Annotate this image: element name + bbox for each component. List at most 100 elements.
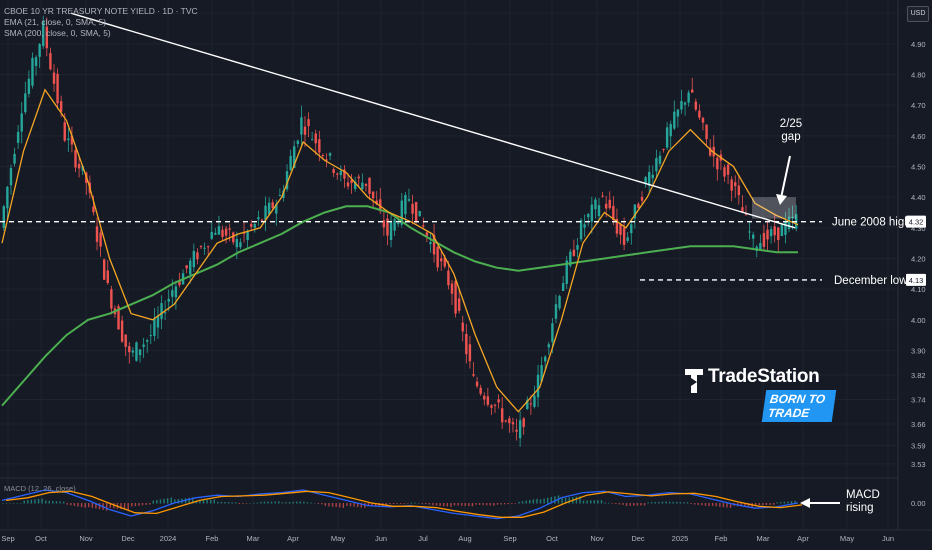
candle-body bbox=[784, 221, 787, 235]
candle-body bbox=[339, 170, 343, 176]
y-tick-label: 3.59 bbox=[911, 441, 926, 450]
macd-bar bbox=[2, 503, 4, 504]
macd-bar bbox=[91, 503, 94, 508]
macd-bar bbox=[636, 503, 639, 506]
candle-body bbox=[293, 146, 296, 169]
macd-bar bbox=[34, 499, 36, 504]
macd-bar bbox=[317, 503, 319, 504]
macd-bar bbox=[769, 503, 771, 505]
y-tick-label: 4.90 bbox=[911, 40, 926, 49]
macd-legend: MACD (12, 26, close) bbox=[4, 484, 76, 493]
macd-bar bbox=[278, 501, 280, 504]
candle-body bbox=[673, 111, 676, 129]
macd-bar bbox=[747, 503, 750, 508]
macd-bar bbox=[744, 503, 746, 507]
x-tick-label: Apr bbox=[287, 534, 299, 543]
x-tick-label: Aug bbox=[458, 534, 471, 543]
y-tick-label: 4.50 bbox=[911, 162, 926, 171]
macd-bar bbox=[123, 503, 126, 510]
macd-bar bbox=[417, 503, 420, 504]
candle-body bbox=[777, 227, 780, 241]
candle-body bbox=[612, 205, 615, 221]
candle-body bbox=[465, 333, 468, 355]
y-tick-label: 4.40 bbox=[911, 193, 926, 202]
macd-bar bbox=[19, 503, 22, 504]
macd-bar bbox=[70, 503, 72, 506]
candle-body bbox=[443, 257, 447, 267]
candle-body bbox=[6, 186, 9, 209]
macd-bar bbox=[299, 501, 302, 504]
macd-bar bbox=[346, 503, 348, 506]
macd-bar bbox=[518, 501, 520, 504]
macd-bar bbox=[435, 503, 438, 506]
macd-bar bbox=[66, 503, 68, 505]
macd-bar bbox=[762, 503, 764, 506]
macd-bar bbox=[206, 500, 208, 504]
macd-bar bbox=[288, 502, 291, 504]
candle-body bbox=[504, 420, 507, 422]
candle-body bbox=[730, 179, 733, 191]
candle-body bbox=[561, 283, 565, 291]
candle-body bbox=[249, 223, 253, 227]
candle-body bbox=[644, 177, 647, 184]
candle-body bbox=[518, 420, 522, 439]
macd-bar bbox=[37, 499, 40, 504]
x-tick-label: Mar bbox=[757, 534, 770, 543]
x-tick-label: May bbox=[331, 534, 345, 543]
x-tick-label: Nov bbox=[590, 534, 604, 543]
candle-body bbox=[748, 231, 751, 233]
macd-bar bbox=[575, 496, 578, 504]
candle-body bbox=[196, 252, 199, 260]
price-label-box bbox=[906, 215, 926, 228]
macd-bar bbox=[213, 499, 215, 504]
candle-body bbox=[257, 217, 260, 220]
macd-bar bbox=[342, 503, 345, 508]
candle-body bbox=[472, 374, 475, 376]
x-tick-label: Mar bbox=[247, 534, 260, 543]
macd-bar bbox=[564, 497, 567, 504]
candle-body bbox=[511, 422, 515, 425]
macd-bar bbox=[77, 503, 79, 507]
candle-body bbox=[167, 298, 170, 302]
macd-bar bbox=[188, 497, 190, 504]
macd-bar bbox=[787, 501, 789, 504]
candle-body bbox=[630, 224, 633, 234]
candle-body bbox=[9, 168, 13, 186]
macd-bar bbox=[640, 503, 642, 506]
macd-bar bbox=[740, 503, 743, 507]
candle-body bbox=[665, 127, 669, 148]
y-tick-label: 4.70 bbox=[911, 101, 926, 110]
candle-body bbox=[454, 280, 457, 314]
candle-body bbox=[199, 246, 203, 248]
macd-bar bbox=[5, 503, 7, 504]
candle-body bbox=[734, 182, 737, 187]
macd-bar bbox=[539, 499, 542, 504]
x-tick-label: Apr bbox=[797, 534, 809, 543]
macd-bar bbox=[217, 501, 219, 504]
brand-name: TradeStation bbox=[708, 366, 820, 387]
gap-label: gap bbox=[781, 131, 800, 143]
macd-zero-label: 0.00 bbox=[911, 499, 926, 508]
macd-bar bbox=[227, 502, 230, 504]
macd-bar bbox=[457, 503, 459, 506]
candle-body bbox=[780, 224, 784, 237]
candle-body bbox=[619, 224, 622, 235]
gap-box bbox=[752, 197, 796, 219]
candle-body bbox=[56, 73, 59, 104]
macd-bar bbox=[134, 503, 137, 507]
candle-body bbox=[371, 191, 375, 199]
candle-body bbox=[343, 169, 346, 179]
x-tick-label: Jun bbox=[375, 534, 387, 543]
candle-body bbox=[540, 365, 543, 382]
candle-body bbox=[407, 199, 411, 201]
macd-bar bbox=[529, 500, 531, 504]
currency-badge[interactable]: USD bbox=[907, 6, 929, 22]
macd-bar bbox=[604, 502, 606, 504]
candle-body bbox=[536, 374, 540, 398]
candle-body bbox=[680, 101, 683, 110]
candle-body bbox=[77, 164, 81, 169]
macd-bar bbox=[192, 497, 194, 504]
macd-bar bbox=[421, 503, 423, 504]
candle-body bbox=[425, 232, 429, 236]
